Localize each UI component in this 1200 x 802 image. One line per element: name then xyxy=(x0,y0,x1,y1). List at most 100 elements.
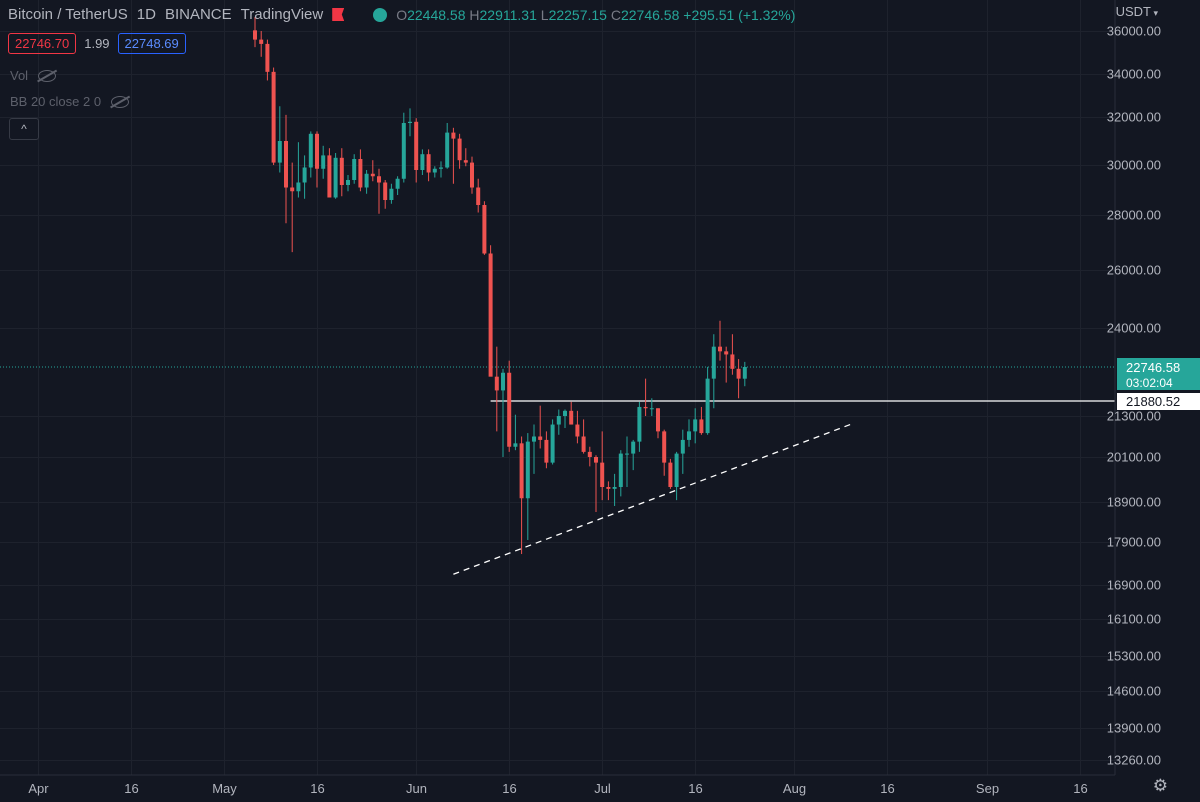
candle[interactable] xyxy=(600,431,605,501)
ohlc-readout: O22448.58 H22911.31 L22257.15 C22746.58 … xyxy=(396,6,796,23)
candle[interactable] xyxy=(656,408,660,439)
candle[interactable] xyxy=(377,168,381,214)
candle[interactable] xyxy=(408,108,412,137)
candle[interactable] xyxy=(432,166,437,178)
candle[interactable] xyxy=(470,156,474,194)
candle[interactable] xyxy=(401,112,406,183)
candle[interactable] xyxy=(705,366,710,435)
candle[interactable] xyxy=(259,31,264,57)
candle[interactable] xyxy=(730,334,735,375)
indicator-vol[interactable]: Vol xyxy=(10,68,57,83)
symbol-name[interactable]: Bitcoin / TetherUS xyxy=(8,6,128,23)
candle[interactable] xyxy=(333,153,338,199)
candle[interactable] xyxy=(463,148,468,167)
candle[interactable] xyxy=(253,17,257,48)
candle[interactable] xyxy=(488,245,493,377)
candle[interactable] xyxy=(277,106,282,173)
candle[interactable] xyxy=(315,131,319,188)
candle[interactable] xyxy=(618,450,623,497)
candle[interactable] xyxy=(451,127,456,184)
x-tick-label: 16 xyxy=(880,781,894,796)
candle[interactable] xyxy=(631,439,636,471)
candle[interactable] xyxy=(544,431,549,469)
candle[interactable] xyxy=(296,142,301,198)
x-tick-label: 16 xyxy=(124,781,138,796)
candle[interactable] xyxy=(662,429,667,476)
candle[interactable] xyxy=(507,360,512,452)
candle[interactable] xyxy=(476,178,481,213)
candle[interactable] xyxy=(358,149,363,192)
candle[interactable] xyxy=(687,419,691,447)
settings-gear-icon[interactable]: ⚙ xyxy=(1152,776,1168,795)
y-tick-label: 26000.00 xyxy=(1107,263,1161,278)
spread-value: 1.99 xyxy=(84,36,110,51)
candle[interactable] xyxy=(482,201,487,255)
currency-selector[interactable]: USDT xyxy=(1116,4,1158,19)
candle[interactable] xyxy=(339,148,344,197)
candle[interactable] xyxy=(699,406,704,435)
candle[interactable] xyxy=(513,414,518,451)
candle[interactable] xyxy=(389,183,394,204)
candle[interactable] xyxy=(439,161,443,178)
hidden-eye-icon[interactable] xyxy=(111,95,130,108)
candle[interactable] xyxy=(494,346,499,432)
candle[interactable] xyxy=(308,131,313,178)
candle[interactable] xyxy=(674,451,679,501)
candle[interactable] xyxy=(581,419,586,454)
candle[interactable] xyxy=(501,368,505,457)
candle[interactable] xyxy=(321,145,326,179)
candle[interactable] xyxy=(736,359,741,399)
candle[interactable] xyxy=(606,481,611,501)
buy-button[interactable]: 22748.69 xyxy=(117,33,186,54)
candle[interactable] xyxy=(271,67,276,165)
candle[interactable] xyxy=(302,155,307,199)
candle[interactable] xyxy=(284,114,288,224)
candle[interactable] xyxy=(414,118,419,183)
candle[interactable] xyxy=(370,160,375,182)
sell-button[interactable]: 22746.70 xyxy=(8,33,77,54)
candle[interactable] xyxy=(680,429,685,474)
ascending-trendline[interactable] xyxy=(453,423,851,575)
candle[interactable] xyxy=(265,39,270,81)
candle[interactable] xyxy=(711,334,716,409)
indicator-bb[interactable]: BB 20 close 2 0 xyxy=(10,94,130,109)
candle[interactable] xyxy=(445,123,450,169)
candle[interactable] xyxy=(532,424,536,474)
candle[interactable] xyxy=(327,148,332,198)
interval-label[interactable]: 1D xyxy=(136,6,156,23)
candle[interactable] xyxy=(457,133,462,169)
candle[interactable] xyxy=(587,446,592,467)
candle[interactable] xyxy=(538,405,543,449)
candle[interactable] xyxy=(693,408,698,444)
candle[interactable] xyxy=(643,378,648,416)
candle[interactable] xyxy=(742,361,747,387)
flag-icon[interactable] xyxy=(332,8,345,21)
candle[interactable] xyxy=(352,154,357,184)
candle[interactable] xyxy=(724,346,729,383)
candle[interactable] xyxy=(649,398,654,416)
candle[interactable] xyxy=(364,170,369,194)
candle[interactable] xyxy=(569,401,574,425)
candle[interactable] xyxy=(426,149,431,182)
candle[interactable] xyxy=(556,409,561,435)
candle[interactable] xyxy=(290,162,295,253)
candle[interactable] xyxy=(346,175,350,192)
candle[interactable] xyxy=(575,410,580,444)
candle[interactable] xyxy=(525,433,530,540)
candle[interactable] xyxy=(395,176,400,195)
candle[interactable] xyxy=(420,149,425,175)
candle[interactable] xyxy=(625,436,629,488)
candle[interactable] xyxy=(594,455,598,512)
candle[interactable] xyxy=(718,320,722,361)
candle[interactable] xyxy=(550,419,555,465)
hidden-eye-icon[interactable] xyxy=(38,69,57,82)
candle[interactable] xyxy=(612,473,617,506)
candle[interactable] xyxy=(519,436,524,555)
collapse-indicators-button[interactable]: ^ xyxy=(9,118,39,140)
candle[interactable] xyxy=(563,409,567,428)
candle[interactable] xyxy=(668,458,673,489)
y-tick-label: 16900.00 xyxy=(1107,578,1161,593)
candle[interactable] xyxy=(637,401,642,452)
candle[interactable] xyxy=(383,180,388,209)
